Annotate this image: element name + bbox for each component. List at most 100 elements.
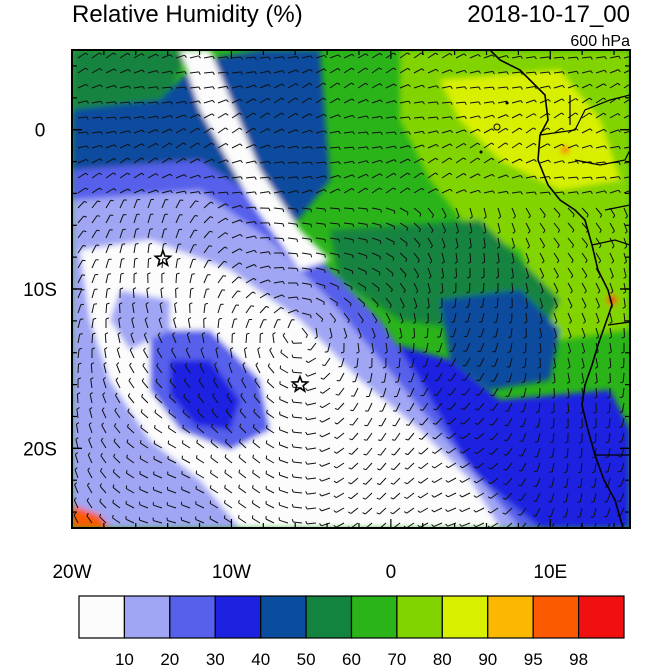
- wind-barb-feather: [511, 261, 515, 264]
- colorbar-label: 40: [251, 650, 270, 667]
- wind-barb: [307, 477, 317, 480]
- wind-barb-feather: [121, 258, 125, 260]
- wind-barb: [112, 517, 121, 524]
- wind-barb-feather: [607, 381, 611, 384]
- wind-barb: [421, 417, 429, 426]
- wind-barb: [366, 447, 373, 456]
- wind-barb-feather: [209, 245, 213, 247]
- wind-barb: [301, 146, 311, 149]
- wind-barb-feather: [396, 366, 400, 369]
- wind-barb-feather: [246, 332, 250, 335]
- wind-barb: [455, 129, 465, 134]
- colorbar-swatch: [78, 595, 126, 639]
- wind-barb-feather: [282, 281, 285, 285]
- wind-barb: [99, 501, 107, 509]
- wind-barb-feather: [197, 393, 201, 397]
- wind-barb-feather: [520, 71, 523, 75]
- wind-barb: [91, 259, 97, 269]
- wind-barb-feather: [379, 187, 383, 191]
- wind-barb: [147, 199, 152, 209]
- wind-barb: [87, 469, 93, 479]
- colorbar-swatch: [350, 595, 398, 639]
- wind-barb-feather: [224, 484, 226, 488]
- wind-barb: [483, 86, 494, 89]
- wind-barb-feather: [506, 86, 509, 90]
- wind-barb: [525, 127, 534, 134]
- wind-barb-feather: [596, 305, 600, 309]
- wind-barb: [385, 267, 394, 274]
- wind-barb: [73, 514, 79, 524]
- wind-barb-feather: [603, 83, 607, 87]
- wind-barb-feather: [533, 127, 537, 131]
- wind-barb-feather: [139, 440, 142, 444]
- wind-barb: [352, 402, 359, 411]
- wind-barb: [293, 506, 303, 509]
- wind-barb: [292, 357, 303, 359]
- wind-barb-feather: [429, 260, 433, 264]
- wind-barb: [266, 397, 275, 404]
- wind-barb-feather: [380, 146, 383, 150]
- wind-barb-feather: [579, 411, 584, 414]
- wind-barb: [525, 71, 536, 74]
- wind-barb-feather: [127, 188, 131, 192]
- wind-barb: [343, 131, 353, 134]
- wind-barb-feather: [633, 131, 635, 133]
- wind-barb: [595, 56, 605, 59]
- wind-barb: [231, 304, 237, 314]
- wind-barb: [105, 101, 115, 104]
- wind-barb-feather: [82, 245, 87, 247]
- wind-barb: [159, 304, 163, 314]
- wind-barb: [455, 267, 458, 278]
- wind-barb: [497, 114, 507, 119]
- wind-barb: [441, 222, 447, 232]
- wind-barb: [449, 417, 457, 425]
- wind-barb: [87, 454, 93, 464]
- wind-barb: [105, 229, 111, 239]
- wind-barb-feather: [380, 131, 383, 136]
- wind-barb-feather: [352, 131, 355, 135]
- wind-barb: [189, 142, 198, 149]
- wind-barb-feather: [112, 484, 115, 488]
- wind-barb-feather: [483, 231, 487, 234]
- wind-barb-feather: [533, 159, 537, 163]
- wind-barb: [315, 113, 325, 119]
- wind-barb: [397, 372, 401, 382]
- wind-barb-feather: [239, 262, 243, 265]
- wind-barb: [506, 432, 513, 441]
- wind-barb: [552, 447, 555, 457]
- wind-barb: [338, 387, 345, 396]
- wind-barb: [497, 100, 507, 104]
- wind-barb-feather: [155, 378, 158, 382]
- wind-barb: [507, 417, 513, 427]
- wind-barb-feather: [450, 130, 453, 134]
- wind-barb: [581, 372, 585, 382]
- wind-barb: [292, 416, 303, 419]
- wind-barb: [217, 127, 226, 134]
- wind-barb: [287, 83, 297, 89]
- wind-barb: [483, 101, 493, 104]
- wind-barb-feather: [218, 317, 223, 320]
- wind-barb: [453, 312, 457, 322]
- wind-barb: [567, 312, 572, 322]
- wind-barb-feather: [399, 336, 403, 339]
- wind-barb-feather: [113, 157, 117, 161]
- wind-barb: [91, 230, 98, 239]
- wind-barb: [581, 357, 585, 367]
- wind-barb: [273, 145, 283, 149]
- wind-barb: [609, 189, 619, 194]
- wind-barb-feather: [305, 402, 308, 406]
- wind-barb: [413, 267, 420, 276]
- wind-barb: [99, 516, 107, 524]
- wind-barb-feather: [142, 129, 145, 133]
- island: [479, 150, 483, 154]
- wind-barb: [497, 267, 499, 278]
- wind-barb-feather: [517, 513, 521, 516]
- wind-barb-feather: [549, 441, 554, 444]
- wind-barb: [189, 86, 199, 89]
- wind-barb-feather: [561, 112, 565, 116]
- wind-barb-feather: [184, 362, 188, 366]
- wind-barb-feather: [503, 454, 507, 456]
- wind-barb-feather: [610, 276, 614, 279]
- wind-barb-feather: [561, 143, 565, 147]
- wind-barb: [581, 252, 588, 261]
